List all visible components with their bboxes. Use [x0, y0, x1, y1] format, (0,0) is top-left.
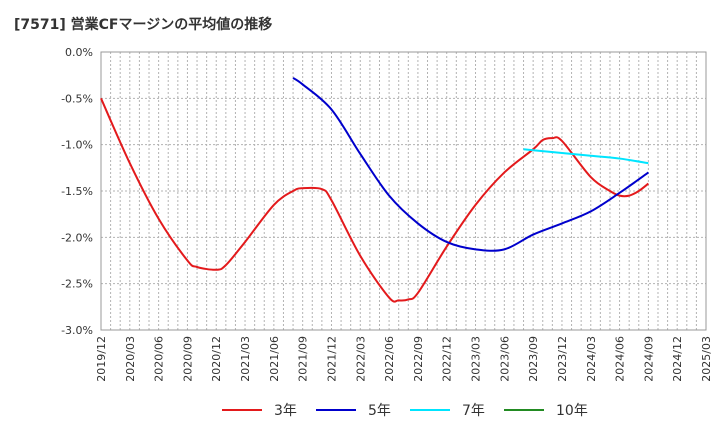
y-tick-label: -0.5% [61, 92, 93, 105]
x-tick-label: 2024/12 [671, 336, 684, 382]
y-tick-label: 0.0% [65, 46, 93, 59]
legend-swatch [410, 409, 450, 411]
line-chart: 0.0% -0.5% -1.0% -1.5% -2.0% -2.5% -3.0%2019/1… [61, 46, 713, 382]
x-tick-label: 2020/09 [181, 336, 194, 382]
x-tick-label: 2024/03 [585, 336, 598, 382]
series-line-2 [292, 77, 649, 252]
legend-swatch [222, 409, 262, 411]
x-tick-label: 2024/06 [614, 336, 627, 382]
x-tick-label: 2023/09 [527, 336, 540, 382]
legend-swatch [504, 409, 544, 411]
x-tick-label: 2022/06 [383, 336, 396, 382]
legend-label: 7年 [462, 403, 485, 419]
legend-label: 5年 [368, 403, 391, 419]
legend-item-1: 3年 [222, 400, 297, 420]
x-tick-label: 2021/12 [325, 336, 338, 382]
x-tick-label: 2023/03 [470, 336, 483, 382]
legend-item-4: 10年 [504, 400, 588, 420]
x-tick-label: 2023/06 [498, 336, 511, 382]
y-tick-label: -1.0% [61, 139, 93, 152]
series-line-1 [100, 97, 649, 303]
legend-label: 10年 [556, 403, 588, 419]
series-line-3 [523, 148, 649, 165]
legend-item-3: 7年 [410, 400, 485, 420]
chart-title: [7571] 営業CFマージンの平均値の推移 [14, 17, 273, 33]
legend-label: 3年 [274, 403, 297, 419]
plot-frame [100, 51, 707, 331]
x-tick-label: 2021/09 [297, 336, 310, 382]
x-tick-label: 2020/03 [124, 336, 137, 382]
x-tick-label: 2025/03 [700, 336, 713, 382]
y-tick-label: -1.5% [61, 185, 93, 198]
x-tick-label: 2024/09 [642, 336, 655, 382]
chart-legend: 3年 5年 7年 10年 [0, 400, 720, 430]
x-tick-label: 2023/12 [556, 336, 569, 382]
y-tick-label: -2.0% [61, 231, 93, 244]
x-tick-label: 2021/03 [239, 336, 252, 382]
x-tick-label: 2019/12 [95, 336, 108, 382]
x-tick-label: 2020/06 [153, 336, 166, 382]
x-tick-label: 2022/09 [412, 336, 425, 382]
legend-item-2: 5年 [316, 400, 391, 420]
legend-swatch [316, 409, 356, 411]
x-tick-label: 2022/12 [441, 336, 454, 382]
y-tick-label: -3.0% [61, 324, 93, 337]
y-tick-label: -2.5% [61, 278, 93, 291]
x-tick-label: 2022/03 [354, 336, 367, 382]
x-tick-label: 2020/12 [210, 336, 223, 382]
x-tick-label: 2021/06 [268, 336, 281, 382]
